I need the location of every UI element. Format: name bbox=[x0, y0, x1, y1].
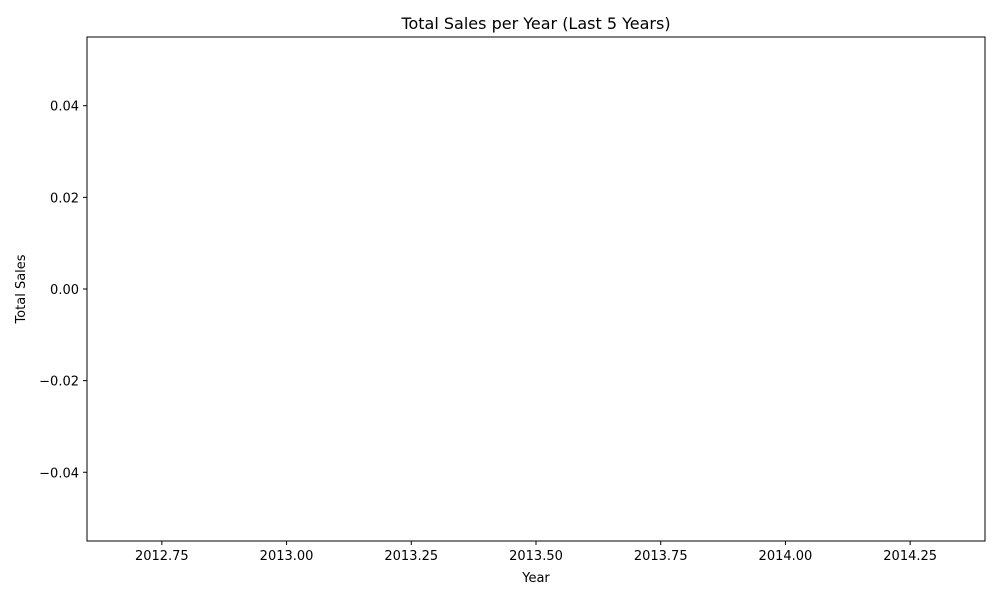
plot-area-frame bbox=[86, 36, 986, 542]
x-tick-label: 2013.00 bbox=[260, 549, 314, 564]
y-tick-label: 0.04 bbox=[50, 100, 79, 115]
x-axis-label: Year bbox=[521, 571, 550, 586]
x-tick-label: 2014.00 bbox=[759, 549, 813, 564]
y-axis-label: Total Sales bbox=[14, 254, 29, 324]
x-tick-label: 2012.75 bbox=[135, 549, 189, 564]
y-tick-label: −0.04 bbox=[39, 466, 79, 481]
x-tick-label: 2013.25 bbox=[384, 549, 438, 564]
x-axis-ticks: 2012.75 2013.00 2013.25 2013.50 2013.75 2014.… bbox=[135, 541, 937, 564]
y-tick-label: 0.00 bbox=[50, 283, 79, 298]
x-tick-label: 2014.25 bbox=[883, 549, 937, 564]
y-axis-ticks: −0.04 −0.02 0.00 0.02 0.04 bbox=[39, 100, 87, 481]
x-tick-label: 2013.75 bbox=[634, 549, 688, 564]
chart-title: Total Sales per Year (Last 5 Years) bbox=[400, 14, 670, 33]
x-tick-label: 2013.50 bbox=[509, 549, 563, 564]
y-tick-label: 0.02 bbox=[50, 191, 79, 206]
y-tick-label: −0.02 bbox=[39, 375, 79, 390]
